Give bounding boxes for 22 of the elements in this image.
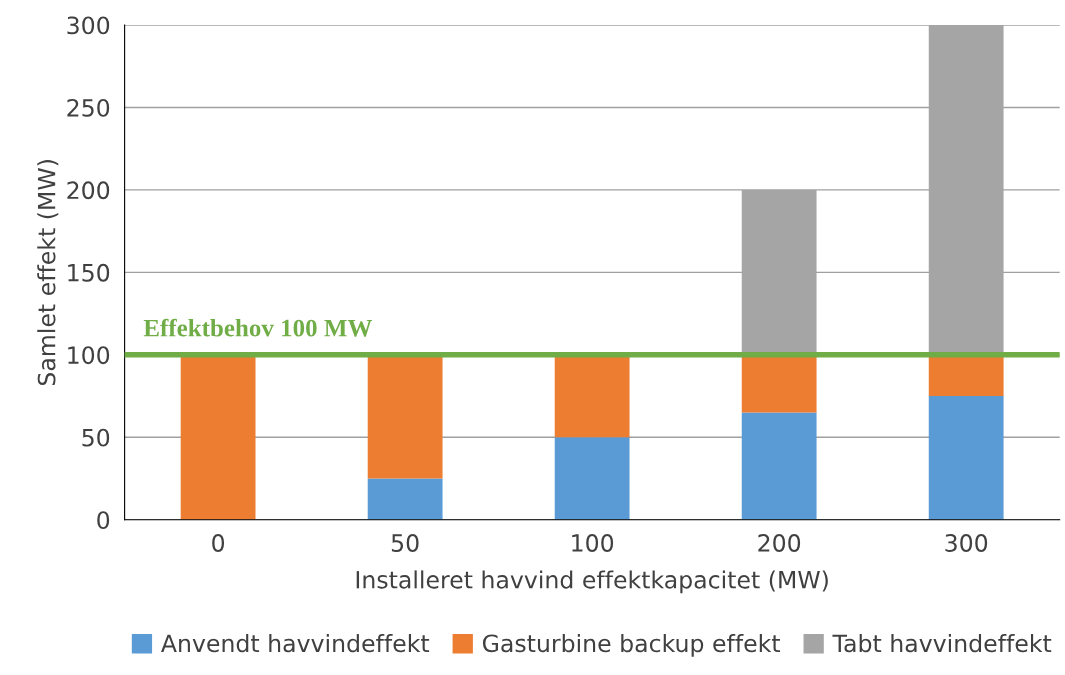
- y-tick-label: 0: [97, 511, 110, 530]
- y-tick-label: 150: [68, 263, 110, 282]
- bar: [741, 412, 817, 520]
- x-tick-label: 100: [572, 534, 614, 552]
- bar: [554, 437, 630, 520]
- y-axis-title: Samlet effekt (MW): [37, 160, 59, 386]
- ref-line-label: Effektbehov 100 MW: [143, 318, 373, 337]
- y-tick-label: 100: [68, 346, 110, 365]
- y-tick-label: 250: [67, 98, 110, 117]
- legend-label: Anvendt havvindeffekt: [161, 633, 430, 653]
- y-tick-label: 50: [82, 428, 110, 447]
- legend-label: Tabt havvindeffekt: [832, 633, 1052, 653]
- x-tick-label: 300: [945, 534, 988, 552]
- x-axis-title: Installeret havvind effektkapacitet (MW): [356, 570, 828, 594]
- x-tick-label: 50: [391, 534, 419, 552]
- x-tick-label: 0: [212, 534, 225, 552]
- y-tick-label: 200: [67, 181, 110, 200]
- bar: [367, 478, 443, 520]
- legend-label: Gasturbine backup effekt: [482, 633, 781, 657]
- x-tick-label: 200: [758, 534, 801, 552]
- y-tick-label: 300: [67, 16, 110, 35]
- bar: [928, 396, 1004, 520]
